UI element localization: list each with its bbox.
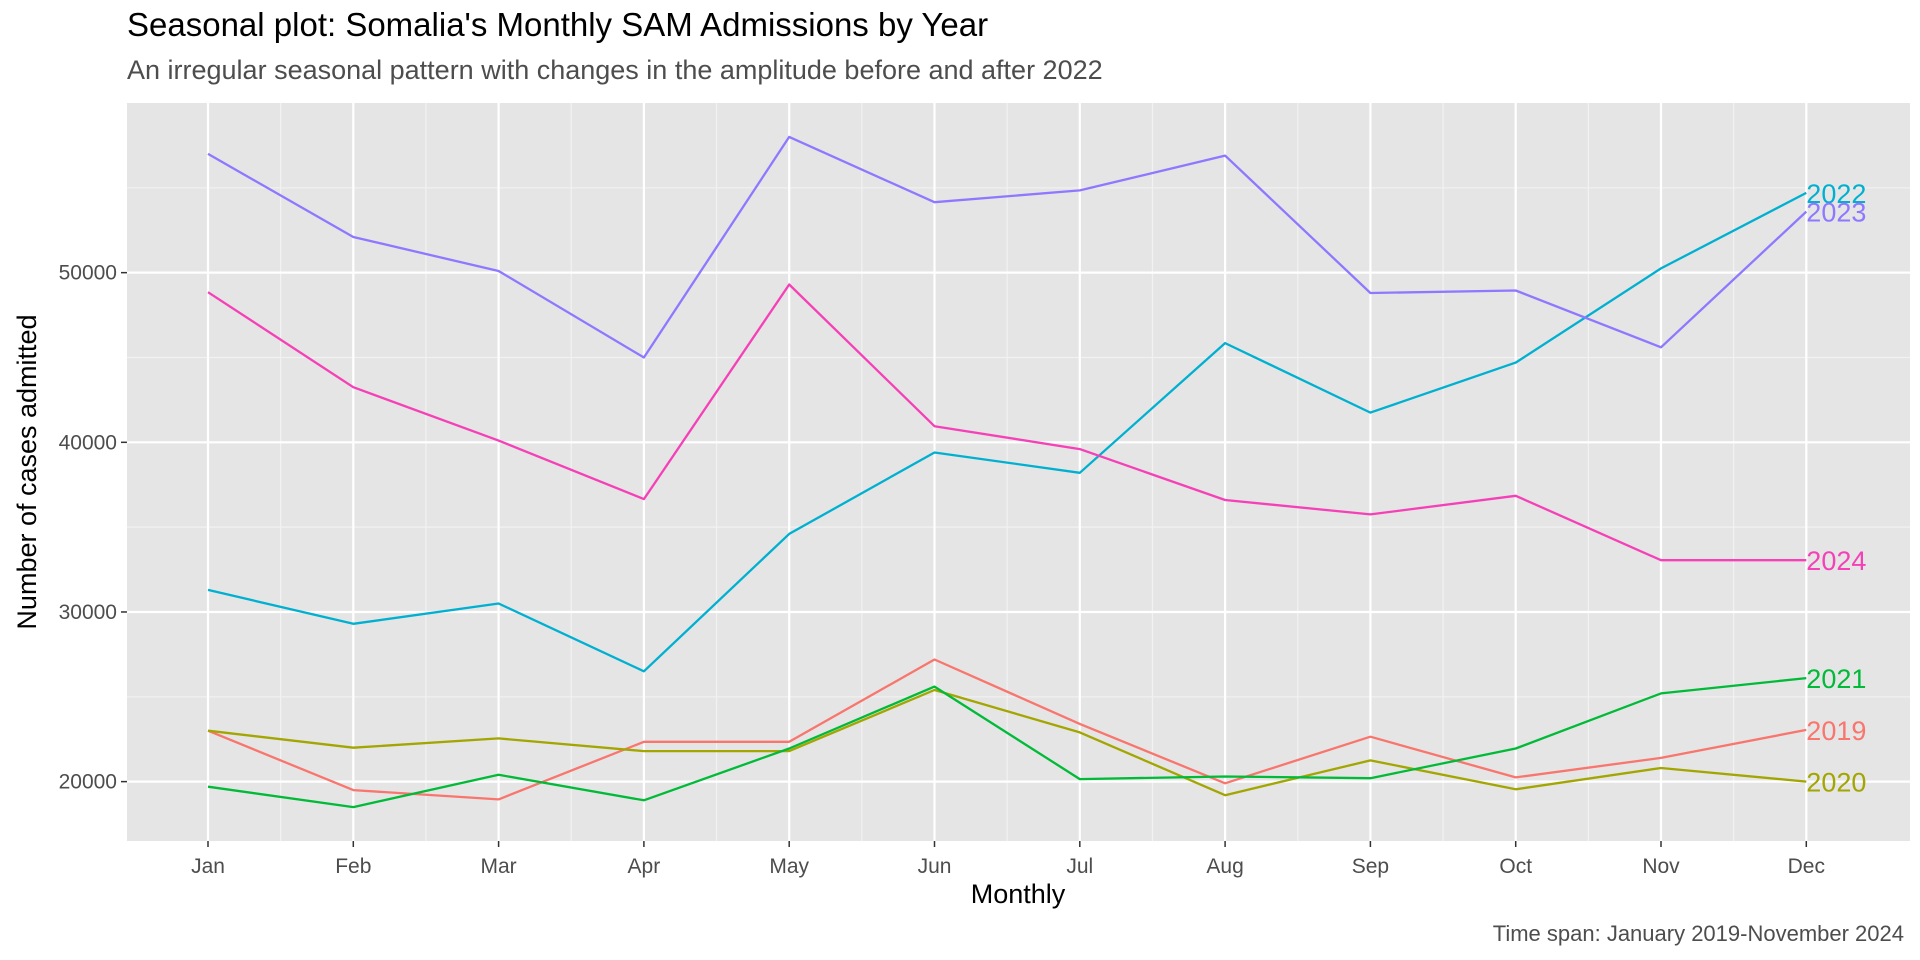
series-line-2022 bbox=[207, 191, 1807, 673]
x-tick-label: Dec bbox=[1788, 855, 1825, 878]
x-tick-label: Jan bbox=[191, 855, 225, 878]
grid-major bbox=[127, 103, 1910, 841]
x-tick-label: Nov bbox=[1642, 855, 1680, 878]
y-axis: 20000 30000 40000 50000 bbox=[59, 262, 127, 794]
series-label-2023: 2023 bbox=[1806, 198, 1866, 228]
chart-subtitle: An irregular seasonal pattern with chang… bbox=[127, 55, 1103, 85]
y-tick-label: 30000 bbox=[59, 601, 117, 624]
series-line-2020 bbox=[207, 688, 1807, 797]
series-line-2019 bbox=[207, 658, 1807, 801]
y-tick-label: 20000 bbox=[59, 771, 117, 794]
series-label-2021: 2021 bbox=[1806, 664, 1866, 694]
series-label-2022: 2022 bbox=[1806, 179, 1866, 209]
y-tick-label: 40000 bbox=[59, 431, 117, 454]
series-line-2024 bbox=[207, 283, 1807, 562]
y-axis-title: Number of cases admitted bbox=[12, 314, 42, 629]
x-tick-label: Jul bbox=[1066, 855, 1093, 878]
plot-panel bbox=[127, 103, 1910, 841]
y-tick-label: 50000 bbox=[59, 262, 117, 285]
grid-minor bbox=[127, 103, 1910, 841]
chart-title: Seasonal plot: Somalia's Monthly SAM Adm… bbox=[127, 6, 989, 43]
x-tick-label: Mar bbox=[481, 855, 517, 878]
x-tick-label: May bbox=[769, 855, 809, 878]
x-tick-label: Sep bbox=[1352, 855, 1389, 878]
series-lines bbox=[207, 135, 1808, 809]
x-tick-label: Oct bbox=[1499, 855, 1532, 878]
series-label-2019: 2019 bbox=[1806, 716, 1866, 746]
x-tick-label: Feb bbox=[335, 855, 371, 878]
x-tick-label: Apr bbox=[628, 855, 661, 878]
series-line-2023 bbox=[207, 135, 1808, 359]
x-tick-label: Jun bbox=[918, 855, 952, 878]
chart-caption: Time span: January 2019-November 2024 bbox=[1492, 921, 1904, 946]
x-tick-label: Aug bbox=[1206, 855, 1243, 878]
series-label-2024: 2024 bbox=[1806, 546, 1866, 576]
x-axis-title: Monthly bbox=[971, 879, 1066, 909]
x-axis: Jan Feb Mar Apr May Jun Jul Aug Sep Oct Nov Dec bbox=[191, 841, 1825, 878]
series-label-2020: 2020 bbox=[1806, 768, 1866, 798]
series-line-2021 bbox=[207, 676, 1807, 809]
